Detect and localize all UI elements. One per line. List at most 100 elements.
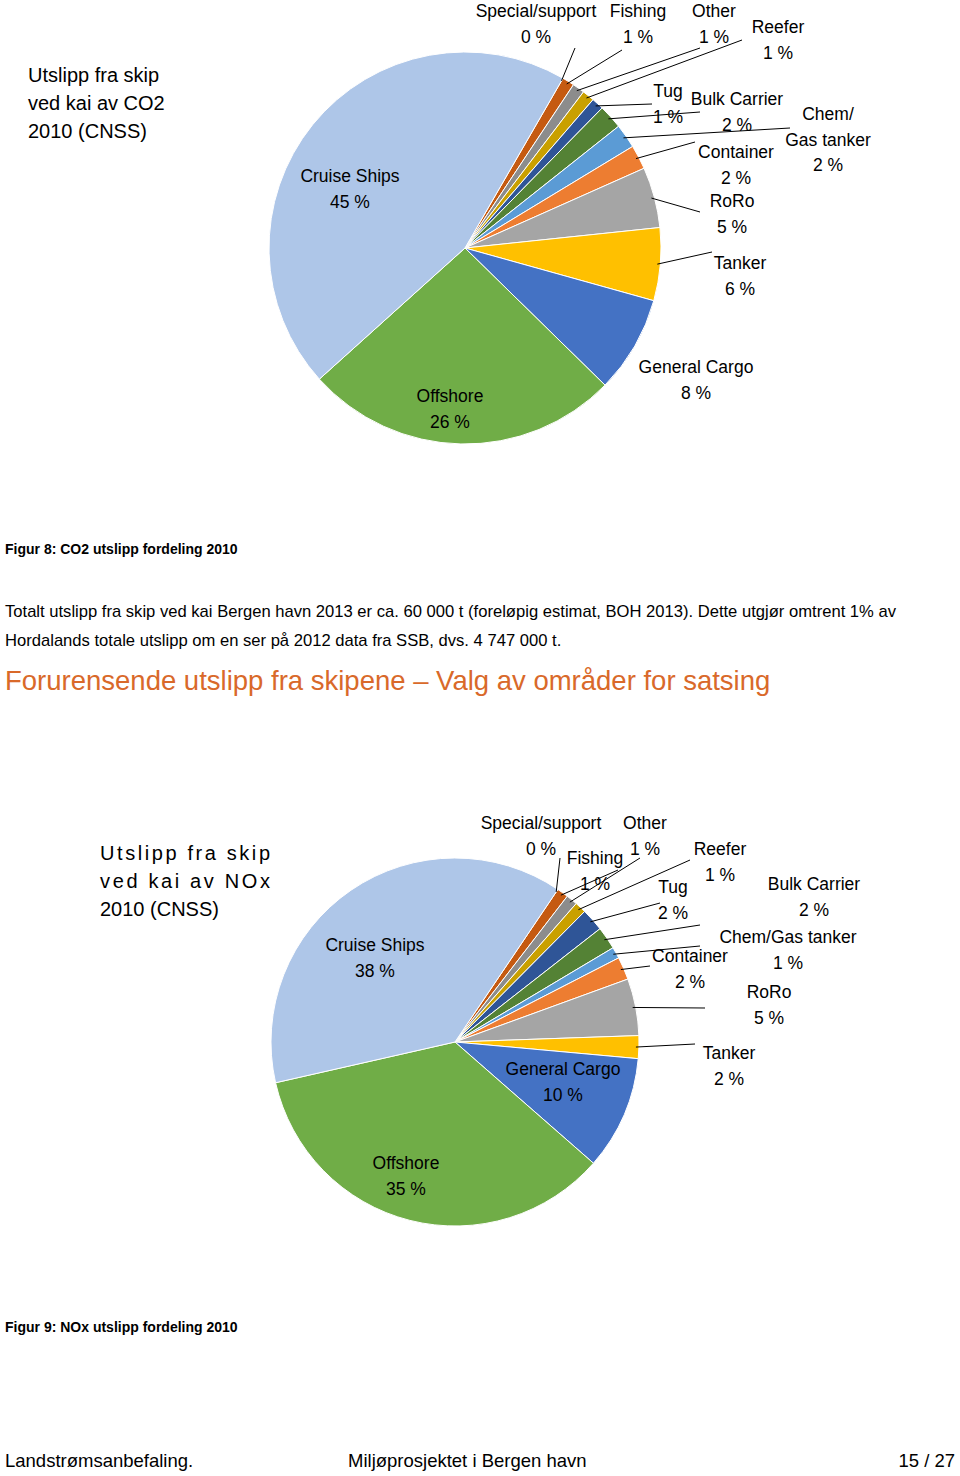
slice-label: Tug 2 % <box>658 877 688 923</box>
slice-label: Chem/Gas tanker 1 % <box>719 927 856 973</box>
pie-chart: Utslipp fra skipved kai av NOx2010 (CNSS… <box>100 813 860 1226</box>
slice-value: 1 % <box>623 26 653 46</box>
slice-category: Tug <box>658 877 688 897</box>
slice-value: 26 % <box>430 411 470 431</box>
slice-label: Other 1 % <box>692 1 736 47</box>
footer-center: Miljøprosjektet i Bergen havn <box>348 1450 587 1472</box>
slice-value: 1 % <box>653 106 683 126</box>
slice-category: Chem/ <box>802 104 854 124</box>
slice-label: Tug 1 % <box>653 81 683 127</box>
slice-label: Container 2 % <box>698 142 774 188</box>
slice-label: Container 2 % <box>652 946 728 992</box>
paragraph: Totalt utslipp fra skip ved kai Bergen h… <box>5 597 957 655</box>
leader-line <box>633 1007 705 1009</box>
figure-caption: Figur 9: NOx utslipp fordeling 2010 <box>5 1319 238 1335</box>
slice-label: Reefer 1 % <box>694 839 747 885</box>
slice-value: 10 % <box>543 1084 583 1104</box>
slice-label: General Cargo 10 % <box>506 1059 621 1105</box>
slice-value: 0 % <box>521 26 551 46</box>
slice-category: Special/support <box>476 1 597 21</box>
slice-value: 5 % <box>717 216 747 236</box>
slice-category: Offshore <box>417 386 484 406</box>
leader-line <box>570 858 640 902</box>
leader-line <box>636 142 695 159</box>
leader-line <box>623 128 790 138</box>
slice-value: 0 % <box>526 838 556 858</box>
slice-value: 1 % <box>699 26 729 46</box>
footer-right: 15 / 27 <box>898 1450 955 1472</box>
leader-line <box>604 925 700 940</box>
leader-line <box>567 50 622 84</box>
slice-category: Reefer <box>752 17 805 37</box>
slice-category: Cruise Ships <box>325 935 424 955</box>
slices <box>271 858 639 1226</box>
slice-value: 5 % <box>754 1007 784 1027</box>
slice-category: Offshore <box>373 1153 440 1173</box>
slice-value: 35 % <box>386 1178 426 1198</box>
slice-label: Tanker 2 % <box>703 1043 756 1089</box>
slice-category: Reefer <box>694 839 747 859</box>
slice-value: 2 % <box>721 167 751 187</box>
slice-category: Fishing <box>610 1 666 21</box>
slice-label: Reefer 1 % <box>752 17 805 63</box>
slice-value: 1 % <box>705 864 735 884</box>
pie-slice <box>271 858 558 1083</box>
slice-label: General Cargo 8 % <box>639 357 754 403</box>
slice-label: Cruise Ships38 % <box>325 935 424 981</box>
heading: Forurensende utslipp fra skipene – Valg … <box>5 665 770 697</box>
slice-value: 2 % <box>714 1068 744 1088</box>
slice-label: Fishing 1 % <box>610 1 666 47</box>
slice-category: Container <box>652 946 728 966</box>
slice-category: Other <box>623 813 667 833</box>
slice-value: 1 % <box>630 838 660 858</box>
slice-label: Bulk Carrier2 % <box>691 89 784 135</box>
leader-line <box>590 903 660 922</box>
slice-label: Tanker 6 % <box>714 253 767 299</box>
slice-category: General Cargo <box>506 1059 621 1079</box>
slice-label: Chem/Gas tanker 2 % <box>785 104 871 175</box>
slice-value: 8 % <box>681 382 711 402</box>
slice-value: 2 % <box>813 155 843 175</box>
slice-label: Bulk Carrier 2 % <box>768 874 861 920</box>
slice-category: Chem/Gas tanker <box>719 927 856 947</box>
slice-label: Other 1 % <box>623 813 667 859</box>
slice-category: Cruise Ships <box>300 166 399 186</box>
slice-category: Fishing <box>567 848 623 868</box>
slice-value: 1 % <box>773 952 803 972</box>
slice-category: Other <box>692 1 736 21</box>
slice-value: 1 % <box>763 42 793 62</box>
slice-label: RoRo 5 % <box>747 982 792 1028</box>
slice-value: 6 % <box>725 278 755 298</box>
leader-line <box>621 966 650 970</box>
chart-title: Utslipp fra skipved kai av NOx2010 (CNSS… <box>100 842 270 920</box>
slice-value: 2 % <box>675 971 705 991</box>
slice-value: 2 % <box>658 902 688 922</box>
slice-category: Tanker <box>714 253 767 273</box>
slice-category: Tanker <box>703 1043 756 1063</box>
figure-caption: Figur 8: CO2 utslipp fordeling 2010 <box>5 541 238 557</box>
leader-line <box>596 104 652 106</box>
slice-category: Bulk Carrier <box>768 874 861 894</box>
slice-value: 1 % <box>580 873 610 893</box>
slice-category: RoRo <box>747 982 792 1002</box>
pie-chart: Utslipp fra skipved kai av CO22010 (CNSS… <box>28 1 871 444</box>
slice-label: Special/support 0 % <box>476 1 597 47</box>
footer-left: Landstrømsanbefaling. <box>5 1450 193 1472</box>
leader-line <box>657 252 712 264</box>
slice-value: 2 % <box>799 899 829 919</box>
leader-line <box>561 870 618 895</box>
slice-label: Offshore 35 % <box>373 1153 440 1199</box>
slice-category: General Cargo <box>639 357 754 377</box>
slice-label: Cruise Ships 45 % <box>300 166 399 212</box>
leader-line <box>651 198 700 212</box>
slice-category: Gas tanker <box>785 129 871 149</box>
leader-line <box>608 112 700 119</box>
slice-category: Tug <box>653 81 683 101</box>
slice-category: Special/support <box>481 813 602 833</box>
leader-line <box>562 48 576 81</box>
pie-slice <box>269 52 563 379</box>
slices <box>269 52 661 444</box>
page-figures: Utslipp fra skipved kai av CO22010 (CNSS… <box>0 0 960 1476</box>
slice-value: 45 % <box>330 191 370 211</box>
slice-category: Container <box>698 142 774 162</box>
